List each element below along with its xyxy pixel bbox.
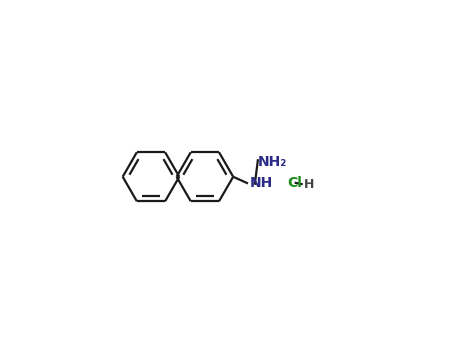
Text: NH: NH (249, 176, 273, 190)
Text: Cl: Cl (287, 176, 302, 190)
Text: H: H (304, 178, 314, 191)
Text: NH₂: NH₂ (258, 155, 287, 169)
